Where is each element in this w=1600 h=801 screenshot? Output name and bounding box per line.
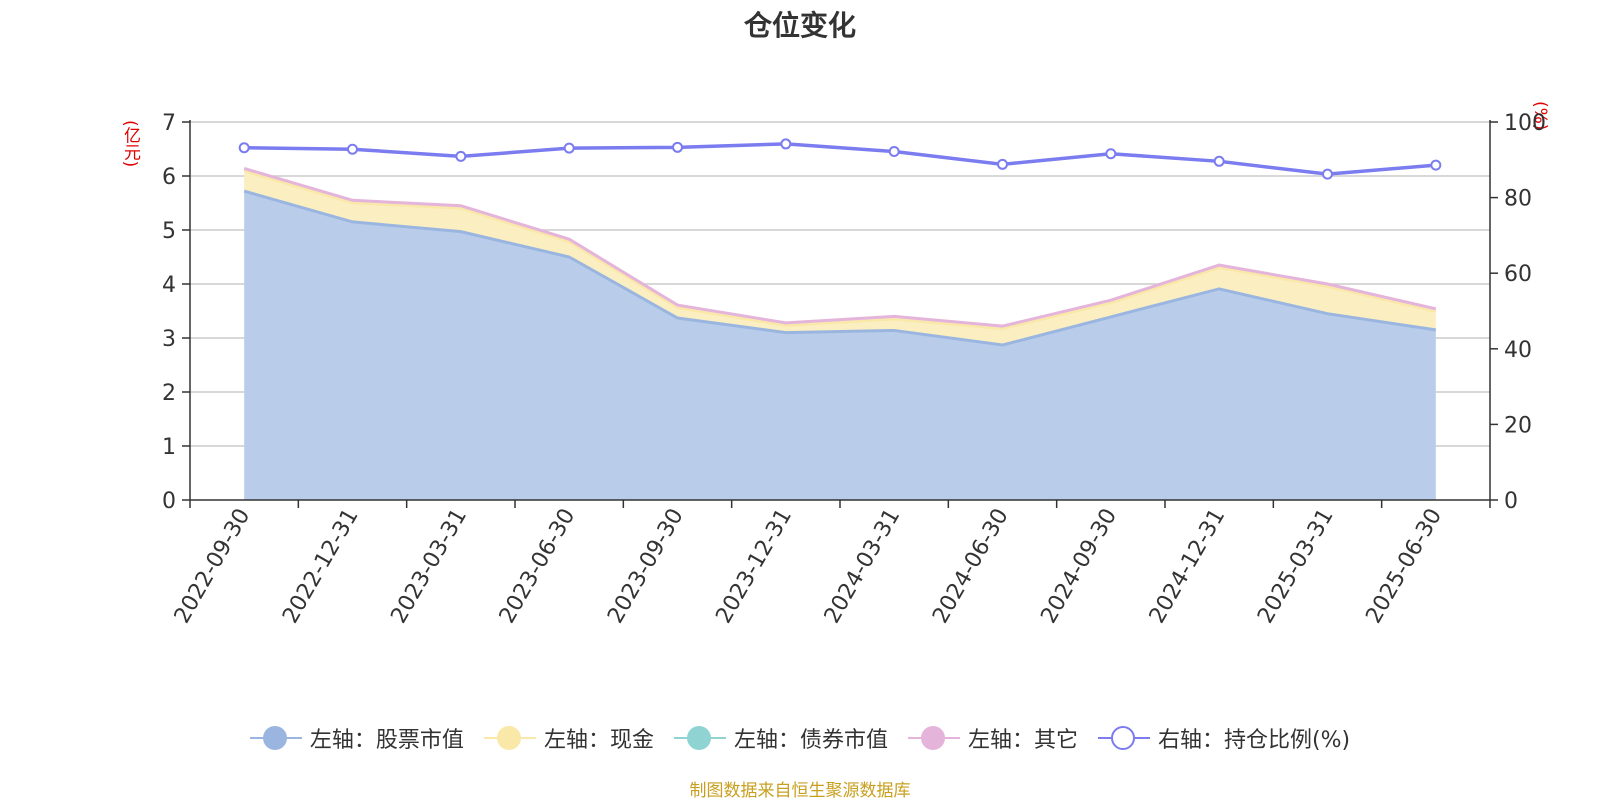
- chart-plot: 0 1 2 3 4 5 6 7 0 20 40 60 80 100 2022-09-30 2022-12-31…: [162, 111, 1546, 628]
- left-axis-tick-label: 0: [162, 489, 176, 514]
- x-axis-tick-label: 2024-03-31: [820, 505, 906, 628]
- right-axis-tick-label: 60: [1504, 262, 1532, 287]
- stock-market-value-area: [244, 191, 1436, 500]
- legend-label: 左轴：现金: [543, 728, 654, 753]
- other-line: [243, 167, 1437, 328]
- legend-label: 左轴：其它: [967, 728, 1078, 753]
- left-axis-tick-label: 5: [162, 219, 176, 244]
- holding-ratio-point: [888, 145, 900, 157]
- stock-market-value-line: [243, 189, 1437, 347]
- x-axis-tick-label: 2023-03-31: [386, 505, 472, 628]
- right-axis-tick-label: 100: [1504, 111, 1546, 136]
- x-axis-tick-label: 2024-06-30: [928, 505, 1014, 628]
- cash-line: [243, 169, 1437, 331]
- chart-legend: 左轴：股票市值 左轴：现金 左轴：债券市值 左轴：其它 右轴：持仓比例(%): [0, 722, 1600, 754]
- data-source-note: 制图数据来自恒生聚源数据库: [689, 781, 911, 801]
- legend-label: 左轴：债券市值: [733, 728, 888, 753]
- legend-marker-icon: [907, 725, 960, 751]
- legend-marker-icon: [483, 725, 536, 751]
- holding-ratio-point: [455, 150, 467, 162]
- legend-item-cash[interactable]: 左轴：现金: [483, 722, 654, 754]
- chart-title: 仓位变化: [743, 9, 856, 42]
- legend-label: 左轴：股票市值: [309, 728, 464, 753]
- left-axis-tick-label: 7: [162, 111, 176, 136]
- legend-item-ratio[interactable]: 右轴：持仓比例(%): [1097, 722, 1351, 754]
- right-axis-tick-label: 80: [1504, 187, 1532, 212]
- left-axis-tick-label: 1: [162, 435, 176, 460]
- x-axis-tick-label: 2023-12-31: [711, 505, 797, 628]
- x-axis-tick-label: 2023-09-30: [603, 505, 689, 628]
- left-axis-tick-label: 3: [162, 327, 176, 352]
- holding-ratio-line: [244, 142, 1436, 176]
- x-axis-tick-label: 2022-09-30: [170, 505, 256, 628]
- holding-ratio-point: [238, 142, 250, 154]
- holding-ratio-point: [1213, 155, 1225, 167]
- x-axis-tick-label: 2025-06-30: [1361, 505, 1447, 628]
- x-axis-tick-label: 2024-12-31: [1145, 505, 1231, 628]
- right-axis-tick-label: 0: [1504, 489, 1518, 514]
- left-axis-tick-label: 4: [162, 273, 176, 298]
- cash-area: [244, 171, 1436, 346]
- holding-ratio-point: [780, 138, 792, 150]
- left-axis-tick-label: 6: [162, 165, 176, 190]
- x-axis-tick-label: 2025-03-31: [1253, 505, 1339, 628]
- left-axis-unit: (亿元): [120, 120, 140, 168]
- holding-ratio-point: [347, 143, 358, 155]
- x-axis-tick-label: 2024-09-30: [1036, 505, 1122, 628]
- legend-item-bond[interactable]: 左轴：债券市值: [673, 722, 888, 754]
- holding-ratio-point: [1430, 159, 1442, 171]
- x-axis-tick-label: 2022-12-31: [278, 505, 364, 628]
- legend-marker-icon: [249, 725, 302, 751]
- holding-ratio-point: [1105, 148, 1117, 160]
- legend-label: 右轴：持仓比例(%): [1157, 728, 1351, 753]
- legend-item-stock[interactable]: 左轴：股票市值: [249, 722, 464, 754]
- x-axis-tick-label: 2023-06-30: [495, 505, 581, 628]
- left-axis-tick-label: 2: [162, 381, 176, 406]
- legend-item-other[interactable]: 左轴：其它: [907, 722, 1078, 754]
- holding-ratio-point: [563, 142, 575, 154]
- holding-ratio-point: [997, 158, 1008, 170]
- right-axis-tick-label: 40: [1504, 338, 1532, 363]
- legend-marker-icon: [673, 725, 726, 751]
- right-axis-tick-label: 20: [1504, 413, 1532, 438]
- holding-ratio-point: [1322, 168, 1333, 180]
- legend-marker-icon: [1097, 725, 1150, 751]
- holding-ratio-point: [672, 141, 683, 153]
- right-axis-unit: (%): [1530, 101, 1550, 131]
